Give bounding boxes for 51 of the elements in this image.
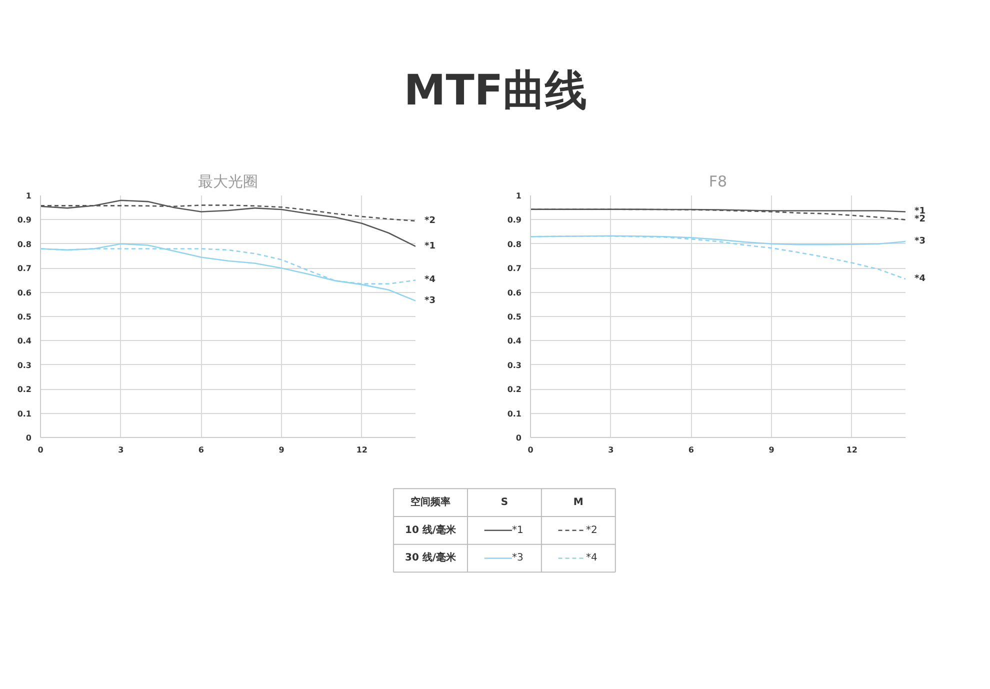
- legend-label: *4: [586, 552, 598, 564]
- y-tick-label: 0.4: [17, 336, 32, 346]
- text: *4: [424, 275, 436, 286]
- text: 30 线/毫米: [404, 552, 458, 564]
- legend-label: *1: [512, 524, 524, 536]
- y-tick-label: 0.5: [507, 312, 522, 322]
- x-tick-label: 6: [688, 446, 694, 454]
- y-tick-label: 0: [26, 434, 32, 442]
- y-tick-label: 0.3: [507, 360, 522, 370]
- y-tick-label: 0: [516, 434, 522, 442]
- y-tick-label: 0.8: [507, 240, 522, 249]
- y-tick-label: 0.6: [17, 288, 32, 298]
- x-tick-label: 12: [846, 446, 858, 454]
- y-tick-label: 0.6: [507, 288, 522, 298]
- x-tick-label: 0: [38, 446, 44, 454]
- text: 空间频率: [410, 496, 451, 508]
- y-tick-label: 0.1: [17, 409, 32, 418]
- y-tick-label: 1: [516, 192, 522, 200]
- text: *2: [424, 216, 436, 226]
- y-tick-label: 0.9: [507, 216, 522, 225]
- y-tick-label: 0.1: [507, 409, 522, 418]
- x-tick-label: 9: [278, 446, 285, 454]
- x-tick-label: 3: [608, 446, 614, 454]
- y-tick-label: 0.7: [17, 264, 32, 274]
- chart-title: MTF曲线: [404, 66, 588, 115]
- y-tick-label: 0.7: [507, 264, 522, 274]
- x-tick-label: 12: [356, 446, 368, 454]
- y-tick-label: 1: [26, 192, 32, 200]
- chart-subtitle: 最大光圈: [198, 172, 258, 190]
- series-label: *4: [914, 274, 926, 284]
- text: S: [500, 497, 508, 508]
- y-tick-label: 0.2: [507, 385, 522, 394]
- x-tick-label: 3: [118, 446, 124, 454]
- text: M: [573, 497, 584, 508]
- series-label: *3: [914, 236, 926, 246]
- y-tick-label: 0.5: [17, 312, 32, 322]
- x-tick-label: 9: [768, 446, 775, 454]
- text: *1: [424, 241, 436, 252]
- text: 10 线/毫米: [404, 524, 458, 536]
- x-tick-label: 0: [528, 446, 534, 454]
- chart-subtitle: F8: [708, 172, 728, 190]
- y-tick-label: 0.8: [17, 240, 32, 249]
- x-tick-label: 6: [198, 446, 204, 454]
- y-tick-label: 0.9: [17, 216, 32, 225]
- legend-label: *2: [586, 524, 598, 536]
- legend-label: *3: [512, 552, 524, 564]
- y-tick-label: 0.4: [507, 336, 522, 346]
- y-tick-label: 0.3: [17, 360, 32, 370]
- y-tick-label: 0.2: [17, 385, 32, 394]
- text: *3: [424, 296, 436, 306]
- series-label: *2: [914, 214, 926, 225]
